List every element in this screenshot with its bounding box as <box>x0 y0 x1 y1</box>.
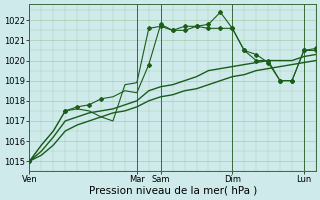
X-axis label: Pression niveau de la mer( hPa ): Pression niveau de la mer( hPa ) <box>89 186 257 196</box>
